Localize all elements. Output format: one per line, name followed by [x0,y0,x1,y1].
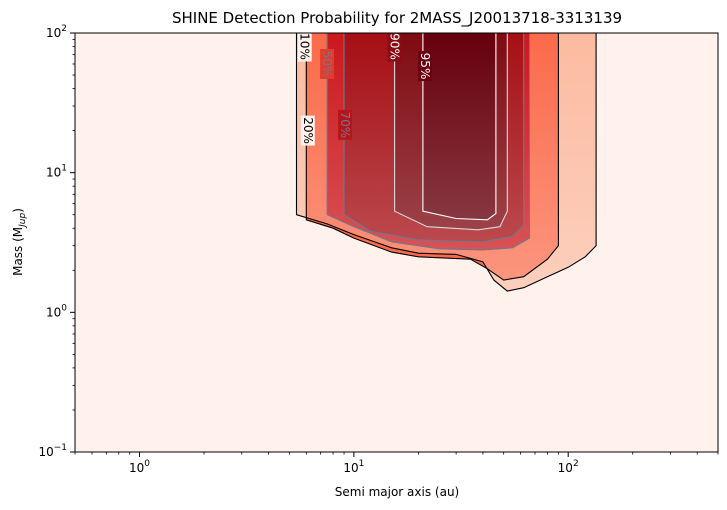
y-tick-label: 100 [46,303,67,319]
plot-area: 10% 20% 50% 70% 90% 95% [75,33,718,452]
contour-line-70 [343,33,525,243]
x-axis-label: Semi major axis (au) [335,485,459,499]
x-tick-label: 101 [343,459,364,475]
y-axis: 10−1 100 101 102 [38,24,75,459]
plot-frame [74,32,719,453]
contour-label-knockout [300,115,315,146]
contour-labels: 10% 20% 50% 70% 90% 95% [297,33,433,146]
y-axis-label-subscript: Jup [18,212,28,228]
contour-lines [295,33,597,292]
contour-label-knockout [297,33,312,62]
contour-line-95 [422,33,497,221]
contour-label-50: 50% [320,49,335,79]
y-tick-label: 10−1 [38,443,67,459]
chart-title: SHINE Detection Probability for 2MASS_J2… [172,9,622,28]
contour-label-knockout [387,33,402,62]
contour-line-10 [295,33,597,292]
contour-label-text: 70% [338,111,352,138]
contour-line-90 [394,33,508,231]
contour-label-10: 10% [297,33,312,62]
x-axis: 100 101 102 [74,452,719,475]
contour-label-95: 95% [418,51,433,81]
y-axis-label: Mass (MJup) [11,208,28,276]
y-tick-label: 102 [46,24,67,40]
contour-label-text: 90% [388,33,402,60]
contour-label-text: 20% [301,117,315,144]
contour-label-text: 10% [298,33,312,60]
contour-label-knockout [418,51,433,81]
contour-label-knockout [338,109,353,140]
contour-label-text: 95% [418,53,432,80]
y-tick-label: 101 [46,164,67,180]
y-axis-label-main: Mass (M [11,227,25,276]
contour-line-20 [305,33,559,281]
contour-label-20: 20% [300,115,315,146]
x-tick-label: 100 [129,459,150,475]
contour-label-70: 70% [338,109,353,140]
contour-label-text: 50% [320,51,334,78]
contour-label-knockout [320,49,335,79]
x-tick-label: 102 [558,459,579,475]
contour-label-90: 90% [387,33,402,62]
contour-line-50 [326,33,531,251]
probability-fade [296,33,597,292]
y-axis-label-close: ) [11,208,25,213]
